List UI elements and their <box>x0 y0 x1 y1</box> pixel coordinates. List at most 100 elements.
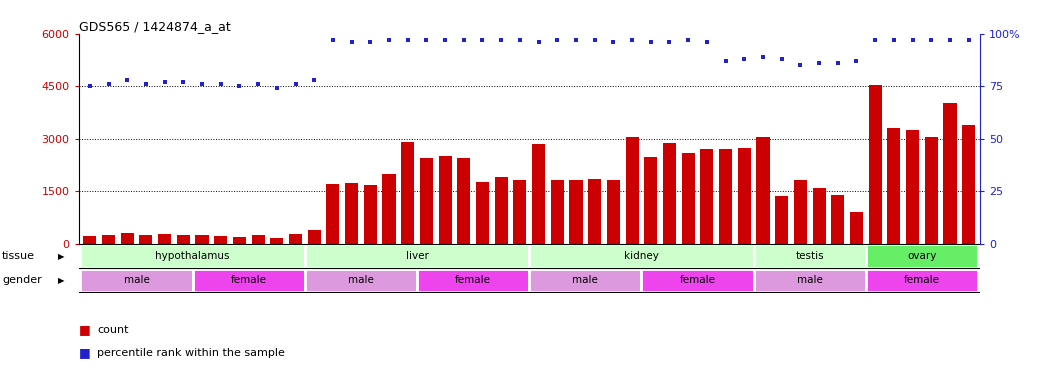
Point <box>605 39 621 45</box>
Point <box>680 37 697 43</box>
Point <box>848 58 865 64</box>
Text: ■: ■ <box>79 324 90 336</box>
Bar <box>420 158 433 244</box>
Bar <box>569 180 583 244</box>
Bar <box>177 235 190 244</box>
Point <box>549 37 566 43</box>
Point <box>960 37 977 43</box>
Point <box>268 86 285 92</box>
Bar <box>866 269 978 292</box>
Point <box>511 37 528 43</box>
Point <box>474 37 490 43</box>
Bar <box>193 269 305 292</box>
Bar <box>869 84 881 244</box>
Bar <box>551 180 564 244</box>
Text: hypothalamus: hypothalamus <box>155 251 230 261</box>
Point <box>156 79 173 85</box>
Bar <box>754 244 866 268</box>
Bar <box>514 180 526 244</box>
Point <box>811 60 828 66</box>
Bar <box>888 128 900 244</box>
Bar <box>607 180 620 244</box>
Bar <box>289 234 302 244</box>
Bar <box>529 269 641 292</box>
Bar <box>139 235 152 244</box>
Bar <box>681 153 695 244</box>
Point <box>941 37 958 43</box>
Bar <box>305 244 529 268</box>
Point <box>923 37 940 43</box>
Bar <box>700 149 714 244</box>
Point <box>231 83 247 89</box>
Text: female: female <box>679 275 716 285</box>
Bar <box>924 137 938 244</box>
Bar <box>588 179 602 244</box>
Point <box>175 79 192 85</box>
Bar <box>663 143 676 244</box>
Bar <box>81 269 193 292</box>
Bar <box>305 269 417 292</box>
Bar <box>252 235 265 244</box>
Text: ovary: ovary <box>908 251 937 261</box>
Point <box>717 58 734 64</box>
Text: liver: liver <box>406 251 429 261</box>
Text: ▶: ▶ <box>58 252 64 261</box>
Bar <box>529 244 754 268</box>
Bar <box>495 177 507 244</box>
Bar <box>793 180 807 244</box>
Text: female: female <box>455 275 492 285</box>
Bar <box>233 237 246 244</box>
Point <box>399 37 416 43</box>
Bar <box>476 182 489 244</box>
Bar <box>196 236 209 244</box>
Bar <box>943 104 957 244</box>
Text: male: male <box>348 275 374 285</box>
Point <box>380 37 397 43</box>
Text: female: female <box>904 275 940 285</box>
Bar <box>812 188 826 244</box>
Text: kidney: kidney <box>624 251 659 261</box>
Text: testis: testis <box>795 251 824 261</box>
Point <box>306 77 323 83</box>
Text: percentile rank within the sample: percentile rank within the sample <box>97 348 285 357</box>
Text: male: male <box>796 275 823 285</box>
Point <box>213 81 230 87</box>
Point <box>456 37 473 43</box>
Bar <box>417 269 529 292</box>
Point <box>886 37 902 43</box>
Point <box>867 37 883 43</box>
Point <box>568 37 585 43</box>
Bar <box>401 142 414 244</box>
Bar <box>81 244 305 268</box>
Point <box>418 37 435 43</box>
Bar <box>532 144 545 244</box>
Point <box>586 37 603 43</box>
Point <box>101 81 117 87</box>
Point <box>624 37 640 43</box>
Point <box>792 62 809 68</box>
Bar <box>326 184 340 244</box>
Point <box>904 37 921 43</box>
Point <box>437 37 454 43</box>
Point <box>773 56 790 62</box>
Point <box>642 39 659 45</box>
Point <box>118 77 135 83</box>
Point <box>362 39 378 45</box>
Bar <box>907 130 919 244</box>
Point <box>736 56 752 62</box>
Text: GDS565 / 1424874_a_at: GDS565 / 1424874_a_at <box>79 20 231 33</box>
Text: male: male <box>572 275 598 285</box>
Bar <box>214 236 227 244</box>
Text: gender: gender <box>2 275 42 285</box>
Point <box>493 37 509 43</box>
Bar <box>831 195 845 244</box>
Bar <box>102 234 115 244</box>
Bar <box>308 230 321 244</box>
Bar <box>776 196 788 244</box>
Bar <box>754 269 866 292</box>
Bar <box>645 157 657 244</box>
Bar <box>83 236 96 244</box>
Bar <box>962 124 976 244</box>
Point <box>249 81 266 87</box>
Bar <box>158 234 171 244</box>
